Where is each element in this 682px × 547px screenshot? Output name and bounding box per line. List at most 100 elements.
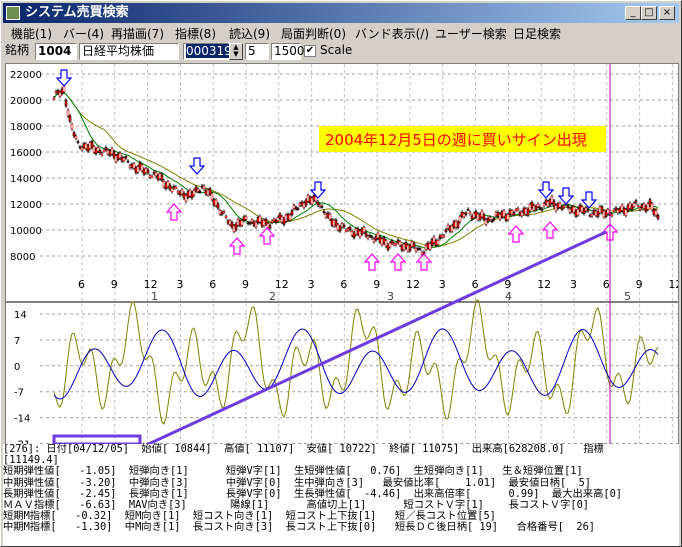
title-bar[interactable]: システム売買検索 _ □ × bbox=[3, 3, 679, 23]
menu-bar: 機能(1) バー(4) 再描画(7) 指標(8) 読込(9) 局面判断(0) バ… bbox=[3, 24, 679, 41]
app-icon bbox=[6, 6, 20, 20]
menu-phase[interactable]: 局面判断(0) bbox=[281, 27, 346, 41]
span-field[interactable]: 1500 bbox=[271, 43, 305, 60]
month-tick-label: 6 bbox=[78, 278, 85, 291]
menu-indicator[interactable]: 指標(8) bbox=[175, 27, 216, 41]
chart-area[interactable]: 22000 20000 18000 16000 14000 12000 10000 8000 … bbox=[5, 63, 682, 451]
status-line-4: 中期弾性値[ -3.20] 中弾向き[3] 中弾V字[0] 生中弾向き[3] 最… bbox=[3, 476, 591, 489]
candlesticks bbox=[52, 84, 660, 258]
minimize-button[interactable]: _ bbox=[625, 6, 641, 20]
sell-arrow-icon bbox=[580, 191, 598, 209]
month-tick-label: 3 bbox=[308, 278, 315, 291]
price-tick-label: 8000 bbox=[10, 252, 35, 263]
month-tick-label: 3 bbox=[439, 278, 446, 291]
month-tick-label: 3 bbox=[570, 278, 577, 291]
buy-arrow-icon bbox=[389, 253, 407, 271]
sell-arrow-icon bbox=[309, 181, 327, 199]
month-tick-label: 6 bbox=[340, 278, 347, 291]
buy-arrow-icon bbox=[228, 237, 246, 255]
month-tick-label: 9 bbox=[636, 278, 643, 291]
toolbar: 銘柄 1004 日経平均株価 000319 ▲ ▼ 5 1500 ✔ Scale bbox=[3, 42, 679, 62]
price-tick-label: 22000 bbox=[10, 70, 42, 81]
month-tick-label: 12 bbox=[144, 278, 158, 291]
oscillator-blue bbox=[53, 328, 659, 400]
status-line-5: 長期弾性値[ -2.45] 長弾向き[1] 長弾V字[0] 生長弾性値[ -4.… bbox=[3, 487, 622, 500]
status-line-7: 短期M指標[ -0.32] 短M向き[1] 短コスト向き[1] 短コスト上下抜[… bbox=[3, 510, 496, 523]
menu-function[interactable]: 機能(1) bbox=[11, 27, 52, 41]
month-tick-label: 12 bbox=[275, 278, 289, 291]
grid bbox=[40, 64, 678, 444]
menu-bar-type[interactable]: バー(4) bbox=[63, 27, 104, 41]
step-field[interactable]: 5 bbox=[245, 43, 269, 60]
month-tick-label: 6 bbox=[472, 278, 479, 291]
buy-arrow-icon bbox=[165, 203, 183, 221]
menu-redraw[interactable]: 再描画(7) bbox=[111, 27, 164, 41]
price-tick-label: 10000 bbox=[10, 226, 42, 237]
status-line-2: [11149.4] bbox=[3, 454, 59, 467]
scale-checkbox[interactable]: ✔ bbox=[304, 45, 316, 57]
status-line-3: 短期弾性値[ -1.05] 短弾向き[1] 短弾V字[1] 生短弾性値[ 0.7… bbox=[3, 465, 583, 478]
code-field[interactable]: 1004 bbox=[35, 43, 77, 60]
time-axis: 691236912369123691236912312345 bbox=[78, 278, 682, 303]
year-label: 2 bbox=[269, 290, 276, 303]
status-line-6: ＭＡＶ指標[ -6.63] MAV向き[3] 陽線[1] 高値切上[1] 短コス… bbox=[3, 499, 589, 512]
menu-daily-search[interactable]: 日足検索 bbox=[513, 27, 562, 41]
annotation-text: 2004年12月5日の週に買いサイン出現 bbox=[325, 131, 587, 149]
price-tick-label: 14000 bbox=[10, 174, 42, 185]
annotation-box bbox=[319, 126, 606, 152]
code-label: 銘柄 bbox=[5, 43, 30, 57]
status-panel: [276]: 日付[04/12/05] 始値[ 10844] 高値[ 11107… bbox=[3, 443, 679, 546]
osc-tick-label: 14 bbox=[14, 310, 27, 321]
buy-arrow-icon bbox=[507, 225, 525, 243]
osc-tick-label: -14 bbox=[14, 414, 30, 425]
pointer-line bbox=[139, 230, 607, 450]
month-tick-label: 6 bbox=[209, 278, 216, 291]
buy-arrow-icon bbox=[363, 253, 381, 271]
sell-arrow-icon bbox=[557, 187, 575, 205]
window-title: システム売買検索 bbox=[25, 5, 129, 20]
price-axis: 22000 20000 18000 16000 14000 12000 10000 8000 bbox=[10, 70, 42, 263]
month-tick-label: 9 bbox=[242, 278, 249, 291]
osc-tick-label: 0 bbox=[14, 362, 20, 373]
close-button[interactable]: × bbox=[659, 6, 675, 20]
sell-arrow-icon bbox=[537, 181, 555, 199]
menu-load[interactable]: 読込(9) bbox=[229, 27, 270, 41]
moving-average-long bbox=[53, 92, 659, 247]
buy-arrow-icon bbox=[541, 221, 559, 239]
sell-arrow-icon bbox=[55, 69, 73, 87]
chart-svg[interactable]: 220002000018000160001400012000100008000 … bbox=[6, 64, 682, 451]
position-field[interactable]: 000319 bbox=[186, 44, 232, 58]
month-tick-label: 12 bbox=[406, 278, 420, 291]
oscillator-olive bbox=[53, 299, 659, 425]
year-label: 5 bbox=[624, 290, 631, 303]
buy-arrow-icon bbox=[258, 227, 276, 245]
year-label: 4 bbox=[505, 290, 512, 303]
month-tick-label: 9 bbox=[111, 278, 118, 291]
status-line-1: [276]: 日付[04/12/05] 始値[ 10844] 高値[ 11107… bbox=[3, 443, 604, 455]
maximize-button[interactable]: □ bbox=[641, 6, 657, 20]
month-tick-label: 9 bbox=[373, 278, 380, 291]
year-label: 3 bbox=[387, 290, 394, 303]
signal-arrows bbox=[55, 69, 619, 271]
osc-tick-label: -7 bbox=[14, 388, 24, 399]
status-line-8: 中期M指標[ -1.30] 中M向き[1] 長コスト向き[3] 長コスト上下抜[… bbox=[3, 521, 595, 534]
position-spinner[interactable]: ▲ ▼ bbox=[229, 43, 243, 60]
price-tick-label: 16000 bbox=[10, 148, 42, 159]
name-field[interactable]: 日経平均株価 bbox=[79, 43, 179, 60]
price-tick-label: 12000 bbox=[10, 200, 42, 211]
osc-tick-label: 7 bbox=[14, 336, 20, 347]
month-tick-label: 9 bbox=[504, 278, 511, 291]
price-tick-label: 18000 bbox=[10, 122, 42, 133]
menu-band[interactable]: バンド表示(/) bbox=[355, 27, 430, 41]
month-tick-label: 12 bbox=[668, 278, 678, 291]
menu-user-search[interactable]: ユーザー検索 bbox=[435, 27, 507, 41]
year-label: 1 bbox=[151, 290, 158, 303]
month-tick-label: 6 bbox=[603, 278, 610, 291]
month-tick-label: 12 bbox=[537, 278, 551, 291]
scale-label: Scale bbox=[320, 43, 353, 57]
sell-arrow-icon bbox=[188, 157, 206, 175]
buy-arrow-icon bbox=[415, 253, 433, 271]
price-tick-label: 20000 bbox=[10, 96, 42, 107]
